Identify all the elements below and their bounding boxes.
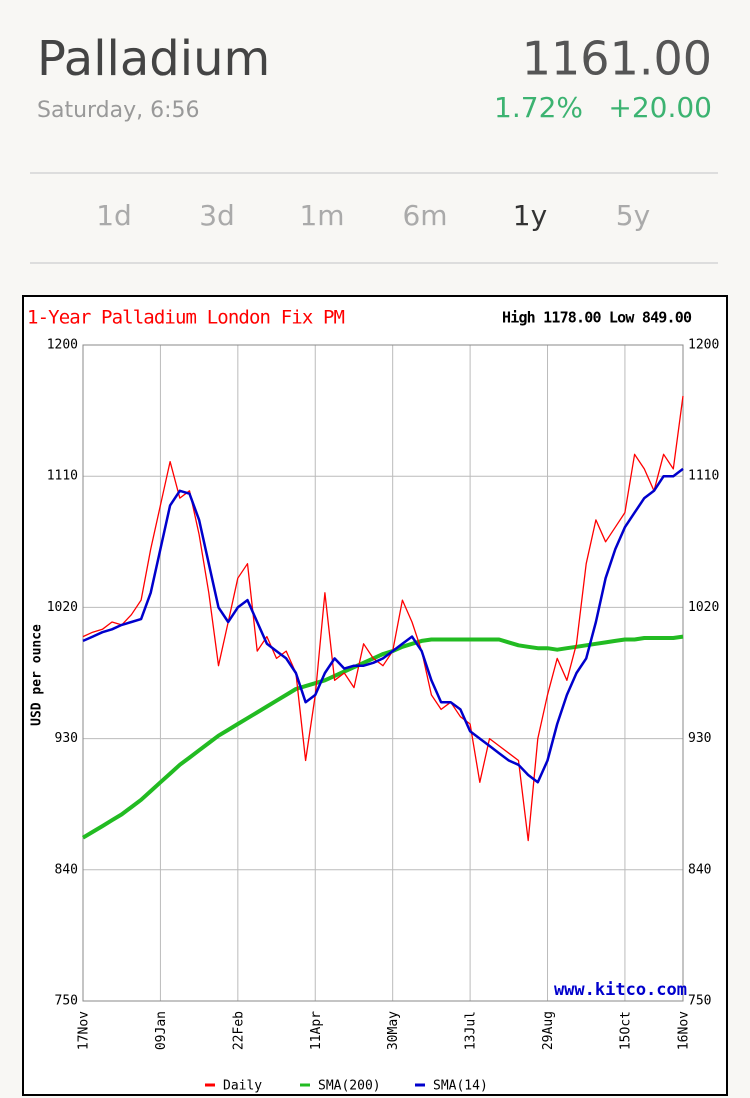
x-tick-label: 29Aug: [541, 1011, 556, 1050]
legend-label: Daily: [223, 1079, 262, 1094]
y-tick-label: 840: [55, 862, 78, 877]
y-tick-label: 1200: [47, 338, 78, 353]
x-tick-label: 22Feb: [231, 1011, 246, 1050]
instrument-title: Palladium: [37, 31, 270, 87]
y-tick-label: 1020: [47, 600, 78, 615]
time-range-tab[interactable]: 1m: [299, 199, 344, 232]
y-tick-label-right: 840: [688, 862, 711, 877]
x-tick-label: 16Nov: [677, 1011, 692, 1050]
y-tick-label-right: 1200: [688, 338, 719, 353]
y-tick-label: 1110: [47, 469, 78, 484]
legend-label: SMA(14): [433, 1079, 488, 1094]
plot-border: [82, 344, 684, 1002]
y-axis-title: USD per ounce: [30, 624, 45, 726]
watermark: www.kitco.com: [554, 980, 687, 1000]
y-tick-label: 750: [55, 994, 78, 1009]
x-tick-label: 09Jan: [154, 1011, 169, 1050]
time-range-tab[interactable]: 5y: [616, 199, 650, 232]
chart-title: 1-Year Palladium London Fix PM: [27, 307, 345, 329]
y-tick-label-right: 750: [688, 994, 711, 1009]
chart-annotation: High 1178.00 Low 849.00: [502, 309, 692, 327]
change-percent: 1.72%: [494, 91, 583, 124]
y-tick-label: 930: [55, 731, 78, 746]
time-range-tab[interactable]: 1d: [96, 199, 132, 232]
y-tick-label-right: 930: [688, 731, 711, 746]
time-range-tab[interactable]: 6m: [402, 199, 447, 232]
x-tick-label: 11Apr: [309, 1011, 324, 1050]
timestamp: Saturday, 6:56: [37, 98, 200, 123]
series-line: [82, 395, 684, 842]
x-tick-label: 17Nov: [77, 1011, 92, 1050]
series-line: [82, 467, 684, 784]
chart-frame: [22, 295, 728, 1096]
series-line: [81, 634, 684, 840]
y-tick-label-right: 1020: [688, 600, 719, 615]
x-tick-label: 15Oct: [618, 1011, 633, 1050]
x-tick-label: 30May: [386, 1011, 401, 1050]
price: 1161.00: [522, 32, 712, 86]
y-tick-label-right: 1110: [688, 469, 719, 484]
change-absolute: +20.00: [608, 91, 712, 124]
legend-label: SMA(200): [318, 1079, 381, 1094]
time-range-tab[interactable]: 3d: [199, 199, 235, 232]
time-range-tab[interactable]: 1y: [513, 199, 547, 232]
x-tick-label: 13Jul: [464, 1011, 479, 1050]
